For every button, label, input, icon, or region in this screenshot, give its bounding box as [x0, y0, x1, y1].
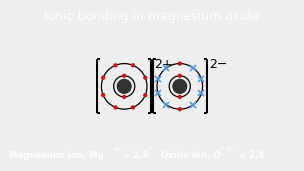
- Circle shape: [144, 94, 147, 96]
- Circle shape: [178, 95, 181, 98]
- Text: = 2,8: = 2,8: [120, 151, 149, 160]
- Circle shape: [144, 76, 147, 79]
- Text: = 2,8: = 2,8: [236, 151, 264, 160]
- Text: 2+: 2+: [154, 58, 172, 71]
- Text: Oxide ion, O: Oxide ion, O: [161, 151, 221, 160]
- Text: 2+: 2+: [114, 147, 123, 152]
- Circle shape: [178, 62, 181, 65]
- Circle shape: [123, 95, 126, 98]
- Text: Magnesium ion, Mg: Magnesium ion, Mg: [9, 151, 104, 160]
- Circle shape: [132, 106, 134, 109]
- Text: 2−: 2−: [209, 58, 228, 71]
- Circle shape: [173, 80, 187, 93]
- Circle shape: [123, 74, 126, 77]
- Circle shape: [114, 64, 117, 67]
- Circle shape: [178, 108, 181, 111]
- Circle shape: [132, 64, 134, 67]
- Circle shape: [117, 80, 131, 93]
- Circle shape: [102, 76, 105, 79]
- Circle shape: [178, 74, 181, 77]
- Circle shape: [102, 94, 105, 96]
- Text: Ionic bonding in magnesium oxide: Ionic bonding in magnesium oxide: [44, 10, 260, 23]
- Text: 2−: 2−: [226, 147, 236, 152]
- Circle shape: [114, 106, 117, 109]
